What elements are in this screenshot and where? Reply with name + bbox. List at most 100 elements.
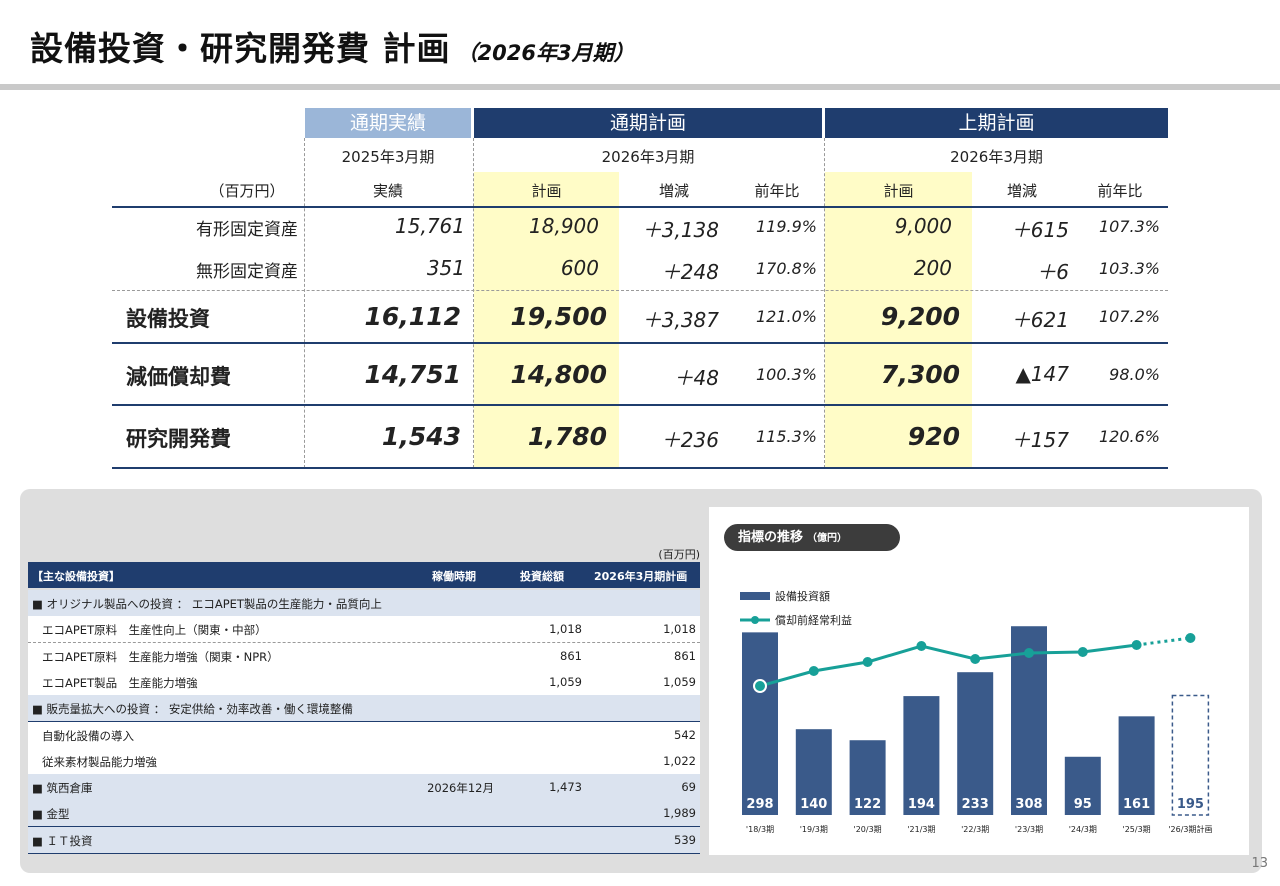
investment-item: 従来素材製品能力増強 [42,754,157,769]
unit-label: （百万円） [209,182,285,200]
investment-total: 1,473 [549,780,582,795]
value-yoy2: 107.2% [1098,307,1160,326]
x-tick-label: '22/3期 [961,825,989,834]
value-diff2: ＋621 [1010,308,1069,332]
row-rule [112,342,1168,344]
legend-bar-swatch [740,592,770,600]
value-plan: 600 [560,256,599,280]
line-point [970,654,981,664]
plan2-highlight [825,172,972,468]
bar [742,632,778,815]
row-label: 有形固定資産 [196,220,298,240]
title-main: 設備投資・研究開発費 計画 [30,29,451,68]
investment-group-row: ■ 金型 1,989 [28,800,700,828]
header-plan-half: 上期計画 [825,108,1168,138]
chart-title: 指標の推移 [738,530,804,545]
investment-item-row: エコAPET原料 生産能力増強（関東・NPR） 861 861 [28,642,700,670]
investment-group-row: ■ 筑西倉庫 2026年12月 1,473 69 [28,774,700,802]
legend-bar-label: 設備投資額 [775,589,830,603]
investment-group-row: ■ ＩＴ投資 539 [28,826,700,854]
value-plan: 18,900 [529,214,599,238]
investment-item: ■ 筑西倉庫 [32,781,93,796]
value-plan: 19,500 [510,302,607,331]
value-yoy: 119.9% [755,217,817,236]
investment-item-row: 従来素材製品能力増強 1,022 [28,747,700,775]
line-point [808,666,819,676]
period-plan-full: 2026年3月期 [601,148,695,166]
investment-total: 1,059 [549,674,582,689]
line-point [1077,647,1088,657]
col-diff: 増減 [658,182,689,200]
value-yoy: 170.8% [755,259,817,278]
header-item: 【主な設備投資】 [32,570,120,583]
col-actual: 実績 [372,182,403,200]
value-yoy2: 98.0% [1109,365,1160,384]
col-plan: 計画 [531,182,562,200]
header-total: 投資総額 [520,570,564,583]
col-plan2: 計画 [883,182,914,200]
value-plan: 1,780 [527,422,607,451]
investment-item-row: エコAPET原料 生産性向上（関東・中部） 1,018 1,018 [28,616,700,644]
investment-item: ■ 金型 [32,807,70,822]
bar [1171,694,1210,816]
row-rule [112,467,1168,469]
bar-value-label: 95 [1074,797,1092,812]
line-point [1131,640,1142,650]
value-yoy: 121.0% [755,307,817,326]
bar [957,672,994,815]
value-diff2: ▲147 [1015,362,1069,386]
investment-group-row: ■ オリジナル製品への投資 ： エコAPET製品の生産能力・品質向上 [28,590,700,617]
investment-plan: 69 [681,780,696,795]
bar [1118,716,1155,815]
x-tick-label: '23/3期 [1015,825,1043,834]
bar-value-label: 195 [1177,797,1204,812]
title-sub: （2026年3月期） [456,41,635,65]
bar [1064,756,1101,815]
row-label: 無形固定資産 [196,262,298,282]
plan-highlight [474,172,619,468]
investment-item: 自動化設備の導入 [42,728,134,743]
investment-plan: 1,018 [663,622,696,637]
bar [903,696,940,815]
investment-item-row: エコAPET製品 生産能力増強 1,059 1,059 [28,668,700,696]
bar [849,740,886,815]
investment-item: ■ 販売量拡大への投資 ： 安定供給・効率改善・働く環境整備 [32,702,353,717]
x-tick-label: '19/3期 [800,825,828,834]
title-divider [0,84,1280,90]
value-plan2: 9,000 [894,214,952,238]
investment-item-row: 自動化設備の導入 542 [28,721,700,749]
value-diff2: ＋615 [1010,218,1069,242]
value-plan2: 920 [907,422,960,451]
line-point [753,679,767,693]
bar-value-label: 233 [962,797,989,812]
value-actual: 15,761 [395,214,465,238]
page-title: 設備投資・研究開発費 計画 （2026年3月期） [30,22,635,70]
header-plan-full: 通期計画 [474,108,822,138]
investment-item: エコAPET原料 生産性向上（関東・中部） [42,623,267,638]
line-series [759,643,1137,688]
line-series-forecast [1136,636,1191,647]
line-point [1024,648,1034,658]
page-number: 13 [1251,856,1268,871]
row-rule [112,206,1168,208]
value-yoy: 115.3% [755,427,817,446]
value-diff2: ＋157 [1010,428,1069,452]
col-divider [824,138,825,468]
bar-value-label: 308 [1015,797,1042,812]
investment-plan: 539 [674,832,696,847]
period-actual: 2025年3月期 [341,148,435,166]
period-plan-half: 2026年3月期 [950,148,1043,166]
value-yoy: 100.3% [755,365,817,384]
line-point [1185,633,1196,643]
investment-total: 1,018 [549,622,582,637]
investment-item: ■ オリジナル製品への投資 ： エコAPET製品の生産能力・品質向上 [32,597,382,611]
header-actual: 通期実績 [305,108,471,138]
value-actual: 351 [426,256,465,280]
value-diff: ＋48 [673,366,719,390]
chart-unit: （億円） [807,533,848,544]
row-label: 研究開発費 [126,427,231,451]
value-diff: ＋248 [660,260,719,284]
value-plan2: 7,300 [880,360,960,389]
value-yoy2: 107.3% [1098,217,1160,236]
